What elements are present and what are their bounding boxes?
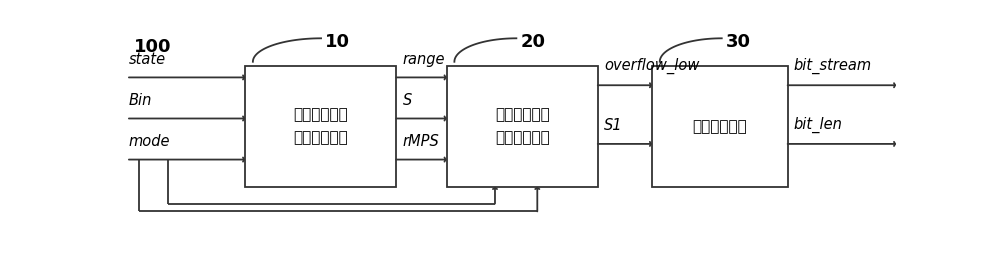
Text: 10: 10 [325, 34, 350, 51]
Text: bit_len: bit_len [794, 117, 843, 133]
Bar [245, 66, 396, 187]
Text: mode: mode [129, 134, 170, 149]
Text: 100: 100 [134, 38, 172, 56]
Text: 20: 20 [520, 34, 545, 51]
Text: 码流提取模块: 码流提取模块 [692, 119, 747, 134]
Text: 编码区间更新
与归一化模块: 编码区间更新 与归一化模块 [293, 107, 348, 146]
Text: overflow_low: overflow_low [604, 58, 699, 74]
Text: state: state [129, 52, 166, 67]
Text: 编码下限更新
与归一化模块: 编码下限更新 与归一化模块 [495, 107, 550, 146]
Text: Bin: Bin [129, 93, 152, 108]
Text: range: range [402, 52, 445, 67]
Text: rMPS: rMPS [402, 134, 439, 149]
Bar [447, 66, 598, 187]
Text: 30: 30 [726, 34, 751, 51]
Text: bit_stream: bit_stream [794, 58, 872, 74]
Text: S: S [402, 93, 412, 108]
Bar [652, 66, 788, 187]
Text: S1: S1 [604, 118, 622, 133]
